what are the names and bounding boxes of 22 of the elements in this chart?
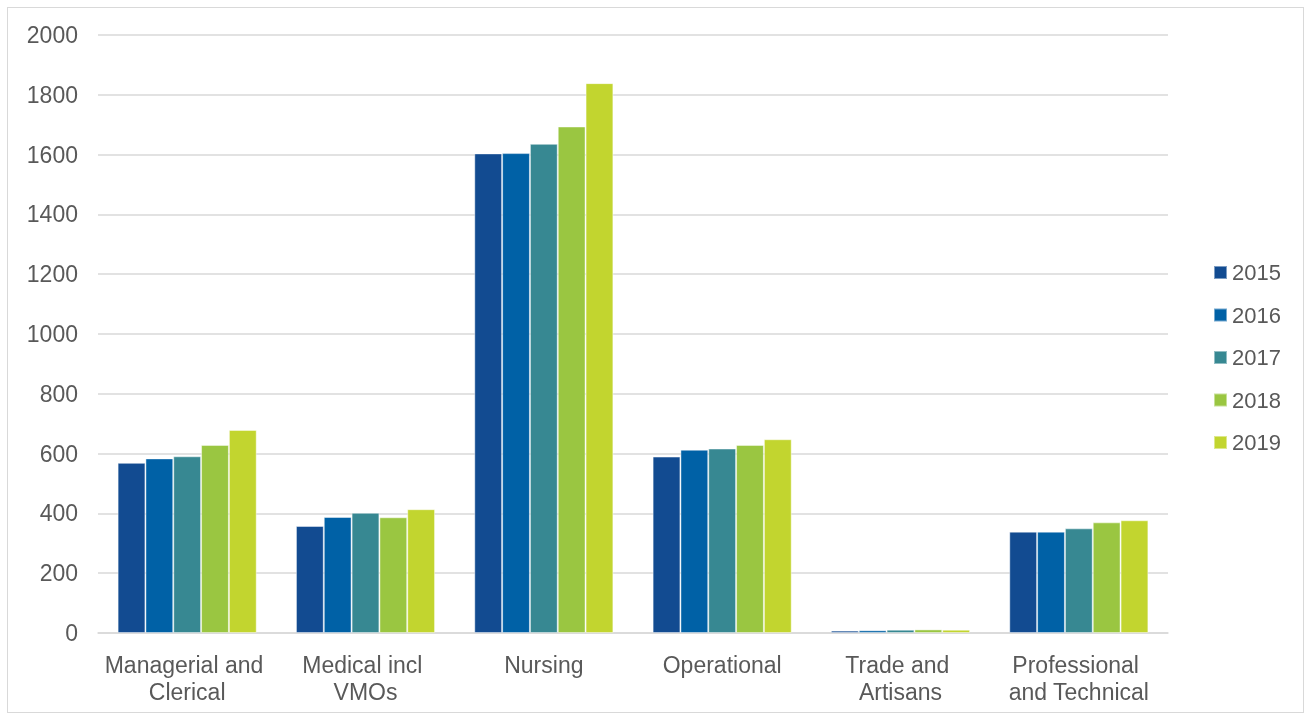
legend-label: 2016: [1232, 302, 1281, 328]
y-tick-label: 1800: [26, 81, 78, 108]
legend-label: 2019: [1232, 430, 1281, 455]
y-tick-label: 1400: [26, 201, 78, 228]
y-tick-label: 0: [65, 620, 78, 646]
y-tick-label: 400: [39, 500, 78, 527]
x-tick-label: Operational: [662, 651, 782, 678]
x-tick-label: Professional and Technical: [1008, 651, 1149, 705]
y-tick-label: 600: [39, 440, 78, 467]
x-tick-label: Trade and Artisans: [845, 651, 956, 705]
y-tick-label: 1200: [26, 261, 78, 288]
x-tick-label: Managerial and Clerical: [104, 651, 270, 705]
legend-label: 2015: [1232, 260, 1281, 285]
y-tick-label: 800: [39, 380, 78, 407]
y-tick-label: 2000: [26, 22, 78, 48]
y-tick-label: 1000: [26, 321, 78, 347]
y-tick-label: 200: [39, 560, 78, 587]
x-tick-label: Medical incl VMOs: [302, 651, 429, 705]
legend-label: 2017: [1232, 345, 1281, 370]
x-tick-label: Nursing: [504, 651, 584, 678]
y-tick-label: 1600: [26, 141, 78, 168]
legend-label: 2018: [1232, 387, 1281, 413]
